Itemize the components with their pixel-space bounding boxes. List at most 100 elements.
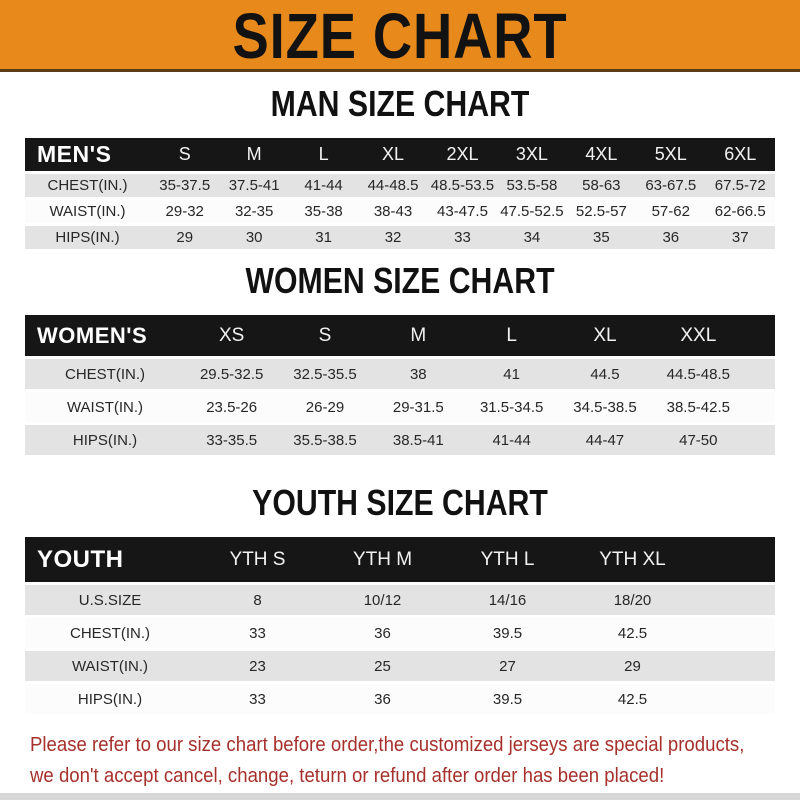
women-column-header: M [410, 324, 427, 346]
size-cell: 58-63 [582, 177, 621, 194]
size-cell: 29.5-32.5 [199, 365, 264, 383]
size-cell: 37.5-41 [228, 177, 280, 194]
size-cell: 33 [454, 229, 471, 246]
size-cell: 29-32 [165, 203, 204, 220]
youth-section-heading-text: YOUTH SIZE CHART [252, 482, 548, 523]
size-cell: 31 [315, 229, 332, 246]
size-cell: 67.5-72 [714, 177, 766, 194]
banner-title: SIZE CHART [232, 0, 568, 72]
size-cell: 33 [249, 624, 266, 642]
size-cell: 37 [731, 229, 749, 246]
size-cell: 36 [374, 624, 391, 642]
size-cell: 41-44 [304, 177, 343, 194]
women-chest-row: CHEST(IN.) 29.5-32.5 32.5-35.5 38 41 44.… [25, 359, 775, 389]
size-cell: 33-35.5 [206, 431, 258, 449]
size-cell: 48.5-53.5 [430, 177, 495, 194]
youth-column-header: YTH S [229, 548, 286, 570]
men-column-header: XL [382, 144, 405, 164]
men-waist-row: WAIST(IN.) 29-32 32-35 35-38 38-43 43-47… [25, 200, 775, 223]
men-section: MAN SIZE CHART MEN'S S M L XL 2XL 3XL 4X… [0, 86, 800, 249]
size-cell: 34.5-38.5 [573, 398, 637, 416]
size-cell: 41-44 [492, 431, 531, 449]
size-cell: 47.5-52.5 [500, 203, 564, 220]
footer-note: Please refer to our size chart before or… [30, 730, 800, 792]
men-hips-row: HIPS(IN.) 29 30 31 32 33 34 35 36 37 [25, 226, 775, 249]
men-section-heading: MAN SIZE CHART [0, 86, 800, 124]
row-label: CHEST(IN.) [70, 624, 150, 642]
size-cell: 33 [249, 690, 266, 708]
men-column-header: 2XL [446, 144, 479, 164]
size-cell: 42.5 [617, 690, 648, 708]
size-cell: 29 [176, 229, 194, 246]
women-table-title: WOMEN'S [37, 322, 148, 348]
size-cell: 34 [523, 229, 541, 246]
row-label: U.S.SIZE [78, 591, 142, 609]
size-cell: 36 [374, 690, 391, 708]
row-label: HIPS(IN.) [55, 229, 120, 246]
women-table-header-row: WOMEN'S XS S M L XL XXL [25, 315, 775, 356]
size-cell: 10/12 [363, 591, 402, 609]
size-cell: 32 [384, 229, 402, 246]
size-cell: 44-48.5 [367, 177, 419, 194]
men-section-heading-text: MAN SIZE CHART [270, 83, 530, 124]
row-label: WAIST(IN.) [66, 398, 144, 416]
women-waist-row: WAIST(IN.) 23.5-26 26-29 29-31.5 31.5-34… [25, 392, 775, 422]
men-column-header: M [246, 144, 262, 164]
women-section: WOMEN SIZE CHART WOMEN'S XS S M L XL XXL… [0, 263, 800, 455]
size-cell: 35 [593, 229, 610, 246]
size-cell: 35-38 [304, 203, 343, 220]
size-cell: 32.5-35.5 [293, 365, 357, 383]
size-cell: 35-37.5 [159, 177, 211, 194]
men-column-header: L [318, 144, 329, 164]
size-cell: 62-66.5 [714, 203, 766, 220]
size-cell: 41 [503, 365, 520, 383]
men-table-title: MEN'S [37, 141, 112, 167]
size-cell: 23.5-26 [206, 398, 258, 416]
size-cell: 30 [245, 229, 263, 246]
row-label: HIPS(IN.) [72, 431, 138, 449]
footer-line-2: we don't accept cancel, change, teturn o… [30, 765, 665, 787]
women-section-heading-text: WOMEN SIZE CHART [245, 260, 555, 301]
youth-column-header: YTH L [480, 548, 535, 570]
men-column-header: 6XL [724, 144, 757, 164]
size-cell: 35.5-38.5 [293, 431, 357, 449]
row-label: CHEST(IN.) [47, 177, 128, 194]
youth-size-table: YOUTH YTH S YTH M YTH L YTH XL U.S.SIZE … [25, 537, 775, 714]
size-cell: 38.5-42.5 [666, 398, 730, 416]
men-column-header: S [178, 144, 191, 164]
size-cell: 18/20 [613, 591, 652, 609]
size-cell: 23 [249, 657, 266, 675]
size-cell: 38-43 [373, 203, 413, 220]
youth-column-header: YTH XL [599, 548, 666, 570]
row-label: HIPS(IN.) [77, 690, 143, 708]
size-cell: 29 [624, 657, 641, 675]
row-label: WAIST(IN.) [49, 203, 126, 220]
youth-ussize-row: U.S.SIZE 8 10/12 14/16 18/20 [25, 585, 775, 615]
size-cell: 29-31.5 [392, 398, 444, 416]
size-cell: 32-35 [234, 203, 274, 220]
youth-table-header-row: YOUTH YTH S YTH M YTH L YTH XL [25, 537, 775, 582]
size-cell: 53.5-58 [506, 177, 558, 194]
size-cell: 44.5 [590, 365, 620, 383]
size-cell: 38 [409, 365, 427, 383]
size-cell: 39.5 [492, 690, 523, 708]
size-cell: 39.5 [492, 624, 523, 642]
size-cell: 38.5-41 [392, 431, 444, 449]
women-column-header: XL [593, 324, 617, 346]
men-column-header: 3XL [515, 144, 548, 164]
size-cell: 42.5 [617, 624, 648, 642]
size-cell: 43-47.5 [437, 203, 488, 220]
size-cell: 27 [499, 657, 516, 675]
bottom-strip [0, 793, 800, 800]
size-cell: 47-50 [679, 431, 718, 449]
women-column-header: S [318, 324, 332, 346]
women-column-header: L [506, 324, 517, 346]
men-size-table: MEN'S S M L XL 2XL 3XL 4XL 5XL 6XL CHEST… [25, 138, 775, 249]
women-column-header: XXL [680, 324, 717, 346]
size-cell: 8 [253, 591, 262, 609]
men-table-header-row: MEN'S S M L XL 2XL 3XL 4XL 5XL 6XL [25, 138, 775, 171]
row-label: CHEST(IN.) [65, 365, 145, 383]
size-cell: 25 [374, 657, 391, 675]
size-cell: 63-67.5 [645, 177, 697, 194]
size-cell: 14/16 [488, 591, 527, 609]
